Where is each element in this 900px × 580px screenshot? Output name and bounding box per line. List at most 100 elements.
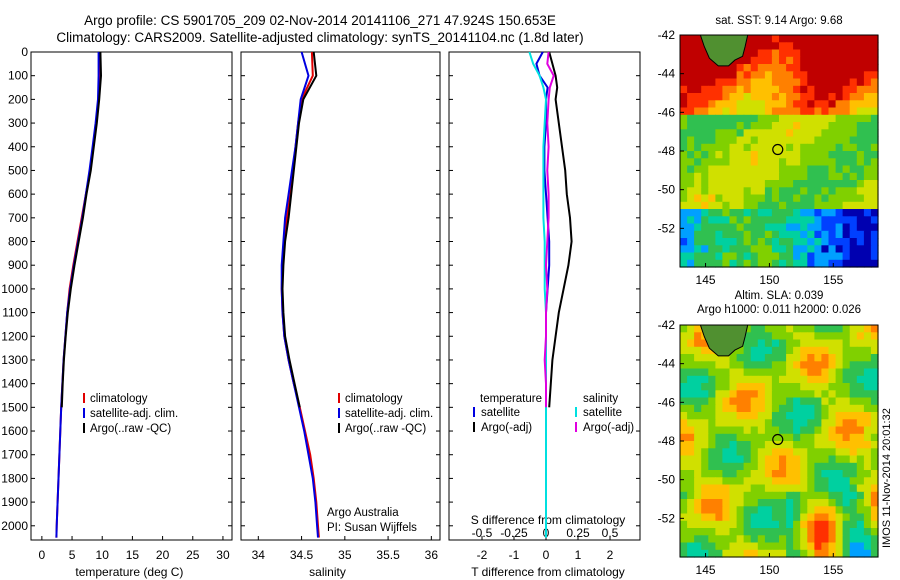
map-cell xyxy=(750,122,759,130)
map-cell xyxy=(771,216,780,225)
map-cell xyxy=(870,506,879,515)
map-cell xyxy=(722,513,731,522)
map-cell xyxy=(863,216,872,225)
map-cell xyxy=(764,383,773,391)
map-cell xyxy=(764,375,773,384)
map-cell xyxy=(771,354,780,362)
map-cell xyxy=(722,107,731,116)
map-cell xyxy=(870,491,879,500)
map-cell xyxy=(870,100,879,109)
map-cell xyxy=(779,252,787,261)
map-cell xyxy=(856,477,865,486)
map-cell xyxy=(757,397,766,406)
map-cell xyxy=(849,100,858,109)
map-cell xyxy=(856,484,865,493)
map-cell xyxy=(842,71,851,80)
map-cell xyxy=(779,201,787,210)
map-cell xyxy=(708,223,716,232)
map-cell xyxy=(757,520,766,529)
map-cell xyxy=(694,122,702,130)
map-cell xyxy=(870,194,879,203)
map-cell xyxy=(814,426,823,435)
map-cell xyxy=(729,252,738,261)
map-cell xyxy=(835,346,844,355)
map-cell xyxy=(800,93,808,101)
map-cell xyxy=(821,426,830,435)
map-cell xyxy=(786,477,794,486)
map-cell xyxy=(821,201,830,210)
map-cell xyxy=(694,78,702,87)
temp-xtick-label: 15 xyxy=(126,548,140,562)
map-cell xyxy=(764,346,773,355)
map-cell xyxy=(786,35,794,43)
map-cell xyxy=(729,535,738,544)
map-cell xyxy=(807,114,815,123)
map-cell xyxy=(757,216,766,225)
map-cell xyxy=(771,136,780,145)
map-cell xyxy=(687,354,695,362)
tdiff-xtick-label: 2 xyxy=(607,548,614,562)
map-cell xyxy=(849,93,858,101)
map-cell xyxy=(743,71,752,80)
map-cell xyxy=(849,187,858,196)
map-cell xyxy=(680,78,688,87)
map-cell xyxy=(779,259,787,268)
map-cell xyxy=(694,158,702,167)
map-cell xyxy=(771,223,780,232)
map-cell xyxy=(722,397,731,406)
map-cell xyxy=(694,325,702,333)
map-cell xyxy=(800,238,808,246)
map-cell xyxy=(828,332,837,341)
map-cell xyxy=(743,462,752,471)
map-cell xyxy=(736,238,745,246)
map-cell xyxy=(771,122,780,130)
map-cell xyxy=(701,209,709,217)
map-ytick-label: -52 xyxy=(658,221,676,235)
map-cell xyxy=(821,441,830,449)
map-cell xyxy=(835,64,844,72)
map-cell xyxy=(722,499,731,507)
map-cell xyxy=(849,42,858,51)
map-cell xyxy=(835,209,844,217)
map-cell xyxy=(680,499,688,507)
map-cell xyxy=(821,368,830,377)
map-cell xyxy=(856,216,865,225)
map-cell xyxy=(856,383,865,391)
map-cell xyxy=(835,85,844,94)
map-cell xyxy=(786,332,794,341)
map-cell xyxy=(764,484,773,493)
map-cell xyxy=(757,368,766,377)
map-cell xyxy=(814,477,823,486)
map-cell xyxy=(701,404,709,413)
legend-label: satellite xyxy=(583,407,622,419)
map-cell xyxy=(680,187,688,196)
map-cell xyxy=(722,180,731,188)
map-cell xyxy=(722,230,731,239)
map-cell xyxy=(743,404,752,413)
map-cell xyxy=(771,151,780,159)
map-cell xyxy=(856,513,865,522)
map-cell xyxy=(764,470,773,478)
map-cell xyxy=(771,252,780,261)
map-cell xyxy=(870,107,879,116)
map-cell xyxy=(800,209,808,217)
map-cell xyxy=(729,64,738,72)
map-cell xyxy=(807,187,815,196)
map-cell xyxy=(722,491,731,500)
map-cell xyxy=(870,339,879,348)
map-cell xyxy=(750,383,759,391)
map-cell xyxy=(715,165,724,174)
map-cell xyxy=(828,404,837,413)
map-cell xyxy=(863,419,872,428)
map-cell xyxy=(680,470,688,478)
map-cell xyxy=(722,542,731,551)
map-cell xyxy=(793,383,801,391)
map-cell xyxy=(786,223,794,232)
map-cell xyxy=(779,375,787,384)
map-cell xyxy=(757,441,766,449)
map-cell xyxy=(779,35,787,43)
map-cell xyxy=(814,375,823,384)
map-cell xyxy=(849,332,858,341)
map-cell xyxy=(849,56,858,65)
map-cell xyxy=(856,325,865,333)
